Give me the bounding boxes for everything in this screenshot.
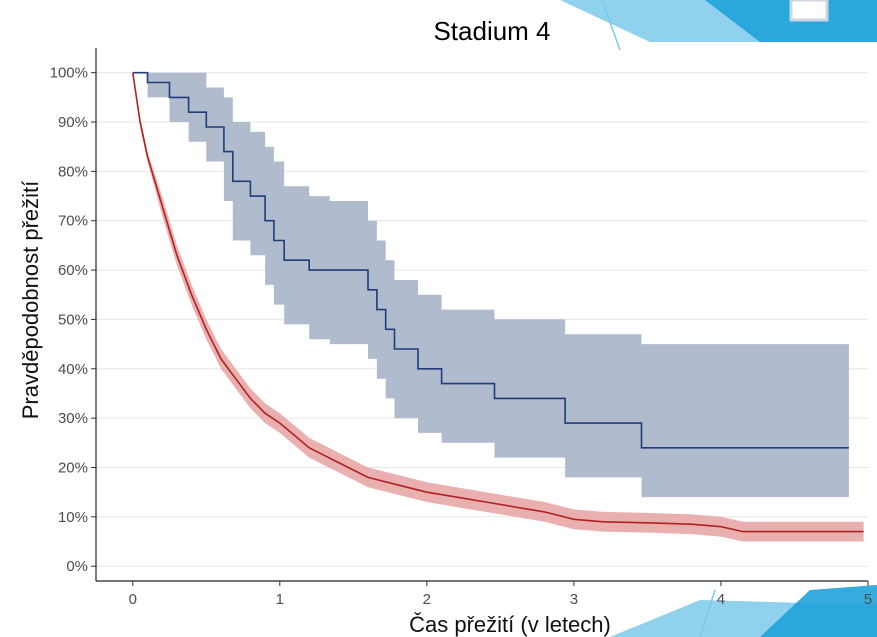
survival-curves bbox=[132, 71, 864, 533]
deco-line-top bbox=[601, 0, 621, 51]
deco-square bbox=[789, 0, 829, 22]
x-tick-label: 0 bbox=[129, 591, 137, 608]
survival-line-1 bbox=[132, 72, 864, 533]
y-tick-label: 90% bbox=[58, 114, 88, 131]
x-tick-label: 5 bbox=[864, 591, 872, 608]
y-axis-title: Pravděpodobnost přežití bbox=[18, 181, 43, 420]
y-axis-ticks: 0% 10% 20% 30% 40% 50% 60% 70% 80% 90% 100% bbox=[50, 65, 96, 575]
deco-bottom-right-dark bbox=[760, 585, 877, 637]
x-axis-title: Čas přežití (v letech) bbox=[409, 612, 611, 637]
y-tick-label: 20% bbox=[58, 459, 88, 476]
chart-title: Stadium 4 bbox=[433, 16, 550, 46]
x-tick-label: 4 bbox=[717, 591, 725, 608]
confidence-bands bbox=[132, 72, 864, 542]
survival-line-0 bbox=[132, 71, 849, 449]
plot-area: 0 1 2 3 4 5 0% 10% 20% 30% 40% 50% 60% 70% 80% 90% 100% bbox=[50, 48, 872, 608]
y-tick-label: 50% bbox=[58, 311, 88, 328]
y-tick-label: 70% bbox=[58, 213, 88, 230]
slide-decoration bbox=[560, 0, 877, 637]
x-tick-label: 2 bbox=[423, 591, 431, 608]
y-tick-label: 60% bbox=[58, 262, 88, 279]
x-axis-ticks: 0 1 2 3 4 5 bbox=[129, 581, 872, 608]
y-tick-label: 40% bbox=[58, 361, 88, 378]
deco-line-bottom bbox=[699, 589, 716, 637]
y-tick-label: 0% bbox=[66, 558, 88, 575]
y-tick-label: 30% bbox=[58, 410, 88, 427]
y-tick-label: 10% bbox=[58, 509, 88, 526]
y-tick-label: 80% bbox=[58, 163, 88, 180]
confidence-band-0 bbox=[132, 72, 849, 498]
x-tick-label: 1 bbox=[276, 591, 284, 608]
x-tick-label: 3 bbox=[570, 591, 578, 608]
y-tick-label: 100% bbox=[50, 65, 88, 82]
